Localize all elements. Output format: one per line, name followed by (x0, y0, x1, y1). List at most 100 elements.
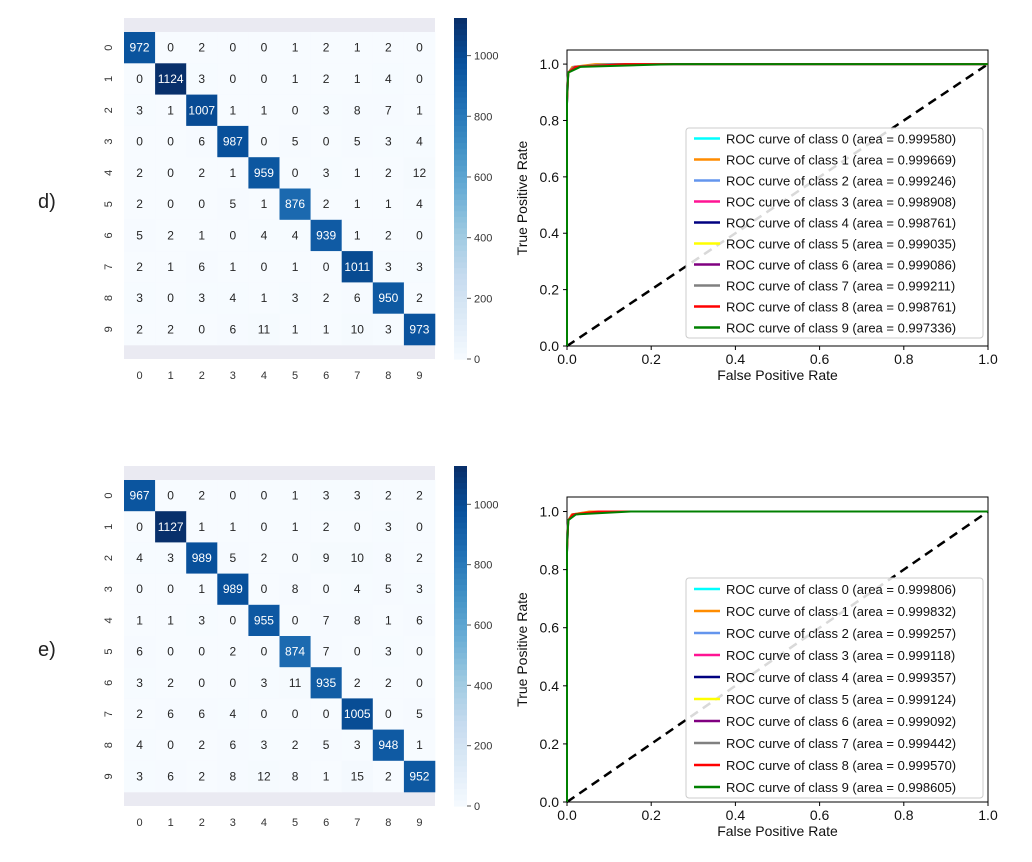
heatmap-cell (341, 573, 374, 606)
roc-curve-class-9 (566, 63, 988, 346)
cell-value-label: 2 (167, 676, 174, 690)
cell-value-label: 987 (223, 135, 243, 149)
y-tick-label: 0.2 (540, 282, 560, 298)
heatmap-cell (310, 636, 342, 668)
heatmap-cell (279, 251, 311, 283)
cell-value-label: 0 (261, 489, 268, 503)
heatmap-cell (217, 32, 249, 64)
colorbar-segment (454, 74, 467, 82)
heatmap-cell (155, 698, 187, 730)
cell-value-label: 5 (230, 551, 237, 565)
cell-value-label: 1 (416, 103, 423, 117)
legend-entry-label: ROC curve of class 3 (area = 0.999118) (726, 648, 955, 663)
colorbar-segment (454, 704, 467, 711)
heatmap-cell (248, 63, 280, 95)
cell-value-label: 1 (292, 520, 299, 534)
heatmap-cell (310, 94, 342, 127)
legend-entry-label: ROC curve of class 1 (area = 0.999669) (726, 153, 956, 168)
heatmap-cell (310, 219, 342, 252)
heatmap-cell (341, 32, 374, 64)
heatmap-cell (248, 251, 280, 283)
colorbar-segment (454, 590, 467, 597)
heatmap-cell (155, 219, 187, 252)
cell-value-label: 3 (416, 582, 423, 596)
cell-value-label: 4 (385, 72, 392, 86)
y-tick-label: 0.4 (540, 225, 560, 241)
heatmap-cell (403, 698, 436, 730)
colorbar-segment (454, 91, 467, 99)
cell-value-label: 2 (198, 738, 205, 752)
heatmap-cell (124, 698, 156, 730)
heatmap-cell (310, 157, 342, 189)
legend-entry-label: ROC curve of class 9 (area = 0.997336) (726, 321, 956, 336)
heatmap-cell (403, 667, 436, 699)
cell-value-label: 959 (254, 166, 274, 180)
colorbar-segment (454, 607, 467, 614)
cell-value-label: 8 (230, 769, 237, 783)
cell-value-label: 6 (167, 707, 174, 721)
colorbar-segment (454, 573, 467, 580)
cell-value-label: 1 (198, 228, 205, 242)
heatmap-cell (310, 32, 342, 64)
colorbar-segment (454, 664, 467, 671)
cell-value-label: 5 (136, 228, 143, 242)
cell-value-label: 0 (198, 197, 205, 211)
heatmap-cell (155, 32, 187, 64)
row-tick-label: 3 (103, 138, 115, 144)
heatmap-cell (155, 251, 187, 283)
legend-entry-label: ROC curve of class 0 (area = 0.999580) (726, 132, 956, 147)
heatmap-cell (186, 157, 218, 189)
cell-value-label: 0 (261, 645, 268, 659)
col-tick-label: 0 (136, 370, 142, 382)
cell-value-label: 2 (167, 228, 174, 242)
cell-value-label: 10 (351, 322, 365, 336)
heatmap-cell (310, 313, 342, 346)
colorbar-segment (454, 783, 467, 790)
heatmap-cell (341, 282, 374, 314)
confusion-matrix-d: 972 0 2 0 0 1 2 1 2 000 1124 3 0 0 1 2 1 4 013 1 1007 1 1 0 3 8 7 1… (103, 18, 498, 382)
heatmap-cell (248, 698, 280, 730)
colorbar-tick-label: 0 (474, 354, 480, 366)
colorbar-segment (454, 681, 467, 688)
colorbar-segment (454, 285, 467, 292)
cell-value-label: 8 (354, 103, 361, 117)
cell-value-label: 6 (198, 260, 205, 274)
legend-entry-label: ROC curve of class 7 (area = 0.999211) (726, 279, 955, 294)
colorbar-segment (454, 69, 467, 76)
colorbar-segment (454, 239, 467, 246)
heatmap-cell (279, 542, 311, 574)
cell-value-label: 3 (385, 645, 392, 659)
legend-entry-label: ROC curve of class 4 (area = 0.998761) (726, 216, 956, 231)
heatmap-cell (310, 63, 342, 95)
colorbar-segment (454, 505, 467, 512)
heatmap-cell (341, 729, 374, 762)
heatmap-cell (403, 251, 436, 283)
colorbar-segment (454, 596, 467, 603)
cell-value-label: 3 (323, 489, 330, 503)
colorbar-segment (454, 262, 467, 269)
heatmap-cell (248, 313, 280, 346)
col-tick-label: 9 (416, 370, 422, 382)
colorbar-segment (454, 658, 467, 665)
cell-value-label: 0 (261, 582, 268, 596)
heatmap-cell (124, 542, 156, 574)
cell-value-label: 0 (167, 41, 174, 55)
cell-value-label: 2 (136, 322, 143, 336)
cell-value-label: 0 (230, 613, 237, 627)
heatmap-cell (186, 313, 218, 346)
cell-value-label: 2 (385, 769, 392, 783)
roc-curve-class-9 (566, 510, 988, 802)
cell-value-label: 4 (136, 738, 143, 752)
colorbar-segment (454, 114, 467, 121)
heatmap-cell (341, 636, 374, 668)
heatmap-cell (372, 636, 405, 668)
legend-entry-label: ROC curve of class 1 (area = 0.999832) (726, 604, 956, 619)
heatmap-cell (372, 188, 405, 221)
heatmap-cell (341, 125, 374, 158)
heatmap-cell (186, 729, 218, 762)
heatmap-cell (372, 94, 405, 127)
cell-value-label: 948 (378, 738, 398, 752)
heatmap-cell (186, 480, 218, 512)
heatmap-cell (155, 188, 187, 221)
colorbar-segment (454, 488, 467, 495)
